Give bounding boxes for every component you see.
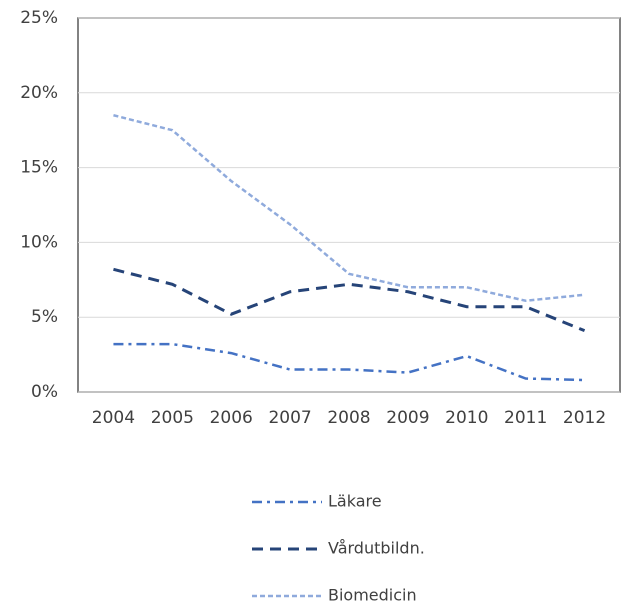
y-tick-label: 10% (20, 232, 58, 252)
y-tick-label: 25% (20, 8, 58, 28)
x-tick-label: 2010 (445, 408, 488, 428)
series-line (113, 342, 585, 382)
legend: Läkare Vårdutbildn. Biomedicin (252, 492, 425, 605)
y-tick-label: 0% (31, 382, 58, 402)
y-tick-label: 5% (31, 307, 58, 327)
y-tick-label: 15% (20, 158, 58, 178)
x-tick-label: 2004 (92, 408, 135, 428)
y-tick-label: 20% (20, 83, 58, 103)
x-tick-label: 2012 (563, 408, 606, 428)
legend-label: Läkare (328, 492, 382, 511)
series-line (113, 114, 585, 303)
x-tick-label: 2009 (386, 408, 429, 428)
series-line (113, 267, 586, 333)
x-tick-label: 2007 (268, 408, 311, 428)
legend-label: Biomedicin (328, 586, 417, 605)
plot-frame (77, 17, 621, 393)
x-tick-label: 2011 (504, 408, 547, 428)
x-tick-label: 2006 (210, 408, 253, 428)
x-tick-label: 2008 (327, 408, 370, 428)
legend-label: Vårdutbildn. (328, 539, 425, 558)
x-tick-label: 2005 (151, 408, 194, 428)
